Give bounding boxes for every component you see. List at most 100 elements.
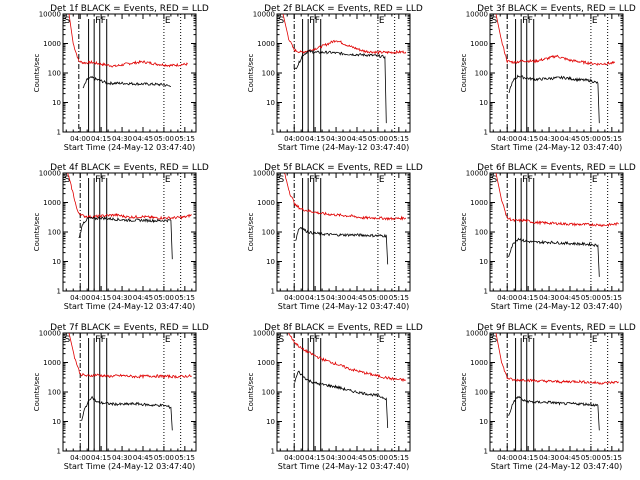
x-axis-label: Start Time (24-May-12 03:47:40) — [64, 143, 195, 152]
x-tick-label: 04:45 — [560, 294, 580, 302]
chart-panel: Det 8f BLACK = Events, RED = LLD 1 10 100 10… — [247, 323, 423, 471]
chart-panel: Det 6f BLACK = Events, RED = LLD 1 10 100 10… — [460, 163, 636, 311]
y-tick-label: 10 — [52, 258, 61, 266]
y-axis-label: Counts/sec — [247, 373, 255, 412]
x-axis-label: Start Time (24-May-12 03:47:40) — [491, 143, 622, 152]
event-marker: F — [101, 175, 106, 185]
chart-title: Det 8f BLACK = Events, RED = LLD — [264, 323, 423, 333]
lld-trace — [284, 173, 407, 221]
x-tick-label: 04:30 — [326, 294, 346, 302]
y-tick-label: 10000 — [466, 170, 488, 178]
plot-frame — [489, 13, 624, 133]
events-trace — [508, 74, 600, 124]
x-tick-label: 05:00 — [368, 135, 388, 143]
lld-trace — [68, 333, 193, 380]
x-tick-label: 04:45 — [133, 454, 153, 462]
x-tick-label: 05:15 — [602, 135, 622, 143]
y-axis-label: Counts/sec — [460, 54, 468, 93]
y-tick-label: 100 — [262, 389, 275, 397]
x-tick-label: 05:15 — [602, 294, 622, 302]
event-marker: S — [278, 16, 284, 26]
x-tick-label: 04:15 — [91, 135, 111, 143]
y-tick-label: 100 — [48, 229, 61, 237]
plot-frame — [276, 13, 411, 133]
y-tick-label: 100 — [475, 389, 488, 397]
y-tick-label: 1 — [57, 129, 61, 137]
chart-title: Det 9f BLACK = Events, RED = LLD — [477, 323, 636, 333]
x-tick-label: 04:15 — [91, 294, 111, 302]
y-tick-label: 1 — [271, 448, 275, 456]
event-marker: F — [309, 175, 314, 185]
event-marker: S — [278, 335, 284, 345]
x-tick-label: 05:15 — [175, 135, 195, 143]
plot-frame — [62, 13, 197, 133]
x-axis-label: Start Time (24-May-12 03:47:40) — [491, 462, 622, 471]
events-trace — [293, 49, 387, 124]
y-tick-label: 10000 — [39, 330, 61, 338]
x-tick-label: 05:00 — [154, 294, 174, 302]
events-trace — [295, 226, 389, 265]
y-tick-label: 1000 — [43, 40, 61, 48]
x-tick-label: 05:15 — [389, 454, 409, 462]
events-trace — [82, 75, 172, 89]
x-tick-label: 04:00 — [70, 454, 90, 462]
y-tick-label: 1 — [271, 288, 275, 296]
x-tick-label: 04:00 — [497, 135, 517, 143]
x-tick-label: 04:30 — [539, 135, 559, 143]
y-tick-label: 10 — [479, 418, 488, 426]
x-tick-label: 04:15 — [518, 294, 538, 302]
y-tick-label: 1000 — [257, 40, 275, 48]
event-marker: F — [315, 335, 320, 345]
x-tick-label: 04:30 — [112, 454, 132, 462]
event-marker: F — [528, 16, 533, 26]
event-marker: F — [522, 175, 527, 185]
events-trace — [81, 395, 173, 431]
y-tick-label: 1000 — [470, 199, 488, 207]
x-tick-label: 04:00 — [284, 135, 304, 143]
y-tick-label: 100 — [262, 70, 275, 78]
y-axis-label: Counts/sec — [247, 54, 255, 93]
y-tick-label: 1000 — [43, 199, 61, 207]
plot-frame — [276, 332, 411, 452]
events-trace — [508, 237, 600, 277]
x-tick-label: 04:30 — [539, 294, 559, 302]
y-axis-label: Counts/sec — [33, 54, 41, 93]
chart-panel: Det 4f BLACK = Events, RED = LLD 1 10 100 10… — [33, 163, 209, 311]
x-tick-label: 04:00 — [70, 294, 90, 302]
y-tick-label: 1 — [57, 288, 61, 296]
chart-title: Det 3f BLACK = Events, RED = LLD — [477, 4, 636, 14]
y-tick-label: 10000 — [39, 11, 61, 19]
x-tick-label: 04:15 — [305, 454, 325, 462]
y-tick-label: 100 — [262, 229, 275, 237]
y-tick-label: 100 — [48, 389, 61, 397]
event-marker: E — [592, 335, 598, 345]
x-tick-label: 05:00 — [581, 135, 601, 143]
event-marker: S — [64, 175, 70, 185]
lld-trace — [495, 173, 619, 228]
y-tick-label: 10 — [266, 418, 275, 426]
event-marker: S — [278, 175, 284, 185]
y-axis-label: Counts/sec — [460, 373, 468, 412]
x-tick-label: 04:45 — [347, 454, 367, 462]
x-tick-label: 04:00 — [284, 454, 304, 462]
event-marker: E — [592, 175, 598, 185]
chart-title: Det 2f BLACK = Events, RED = LLD — [264, 4, 423, 14]
event-marker: F — [522, 16, 527, 26]
y-tick-label: 1000 — [257, 359, 275, 367]
y-tick-label: 10 — [479, 258, 488, 266]
y-axis-label: Counts/sec — [33, 213, 41, 252]
plot-frame — [489, 172, 624, 292]
x-tick-label: 04:00 — [497, 294, 517, 302]
plot-frame — [489, 332, 624, 452]
x-tick-label: 04:15 — [518, 454, 538, 462]
event-marker: E — [379, 16, 385, 26]
x-tick-label: 04:30 — [112, 135, 132, 143]
x-axis-label: Start Time (24-May-12 03:47:40) — [64, 302, 195, 311]
x-tick-label: 04:45 — [133, 294, 153, 302]
event-marker: F — [315, 175, 320, 185]
events-trace — [294, 370, 389, 429]
y-tick-label: 10000 — [253, 170, 275, 178]
event-marker: S — [491, 16, 497, 26]
event-marker: E — [165, 16, 171, 26]
